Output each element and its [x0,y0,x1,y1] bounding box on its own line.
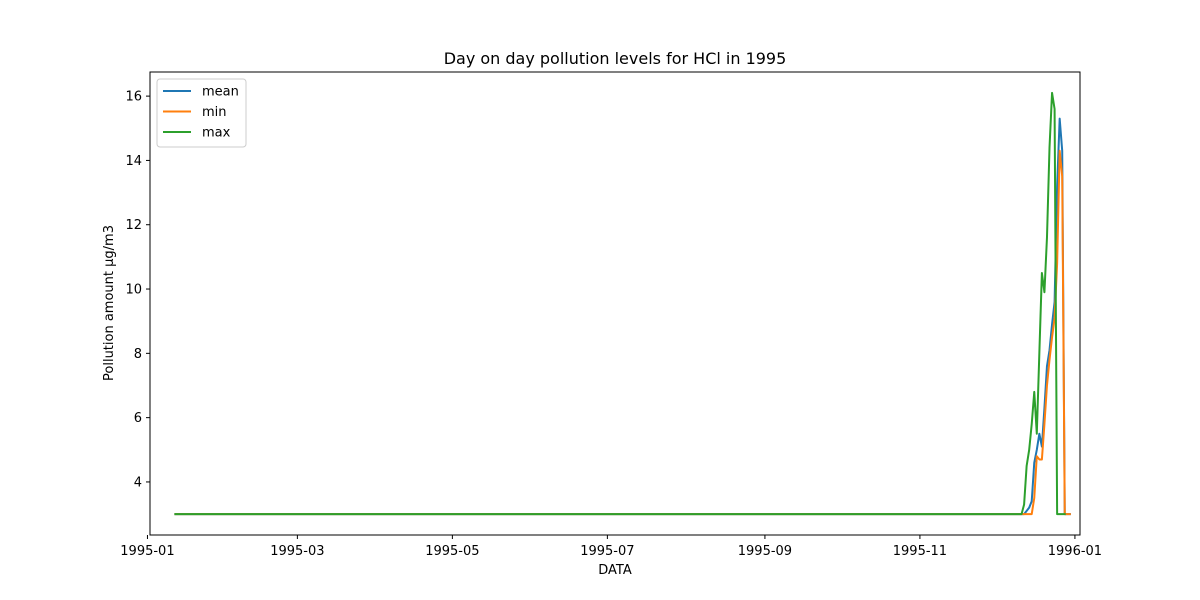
y-tick-label: 10 [125,283,142,298]
legend-box [156,78,247,148]
y-axis-title: Pollution amount µg/m3 [102,225,117,381]
chart-title: Day on day pollution levels for HCl in 1… [444,49,787,68]
y-tick-label: 8 [134,347,142,362]
series-line-mean [174,117,1071,516]
plot-lines [174,91,1071,516]
plot-frame [149,71,1081,536]
x-tick-label: 1996-01 [1048,544,1102,559]
y-tick-label: 16 [125,90,142,105]
series-line-min [174,149,1071,516]
x-tick-label: 1995-07 [580,544,634,559]
y-axis: 4 6 8 10 12 14 16 [125,90,150,490]
x-tick-label: 1995-09 [738,544,792,559]
series-line-max [174,91,1066,516]
y-tick-label: 4 [134,475,142,490]
legend-label-min: min [202,105,227,120]
x-axis: 1995-01 1995-03 1995-05 1995-07 1995-09 1995-… [120,535,1102,559]
y-tick-label: 12 [125,218,142,233]
y-tick-label: 6 [134,411,142,426]
y-tick-label: 14 [125,154,142,169]
x-tick-label: 1995-03 [270,544,324,559]
x-tick-label: 1995-11 [893,544,947,559]
x-tick-label: 1995-01 [120,544,174,559]
legend-label-mean: mean [202,85,239,100]
x-tick-label: 1995-05 [425,544,479,559]
legend: mean min max [156,78,247,148]
legend-label-max: max [202,126,231,141]
x-axis-title: DATA [598,563,632,578]
